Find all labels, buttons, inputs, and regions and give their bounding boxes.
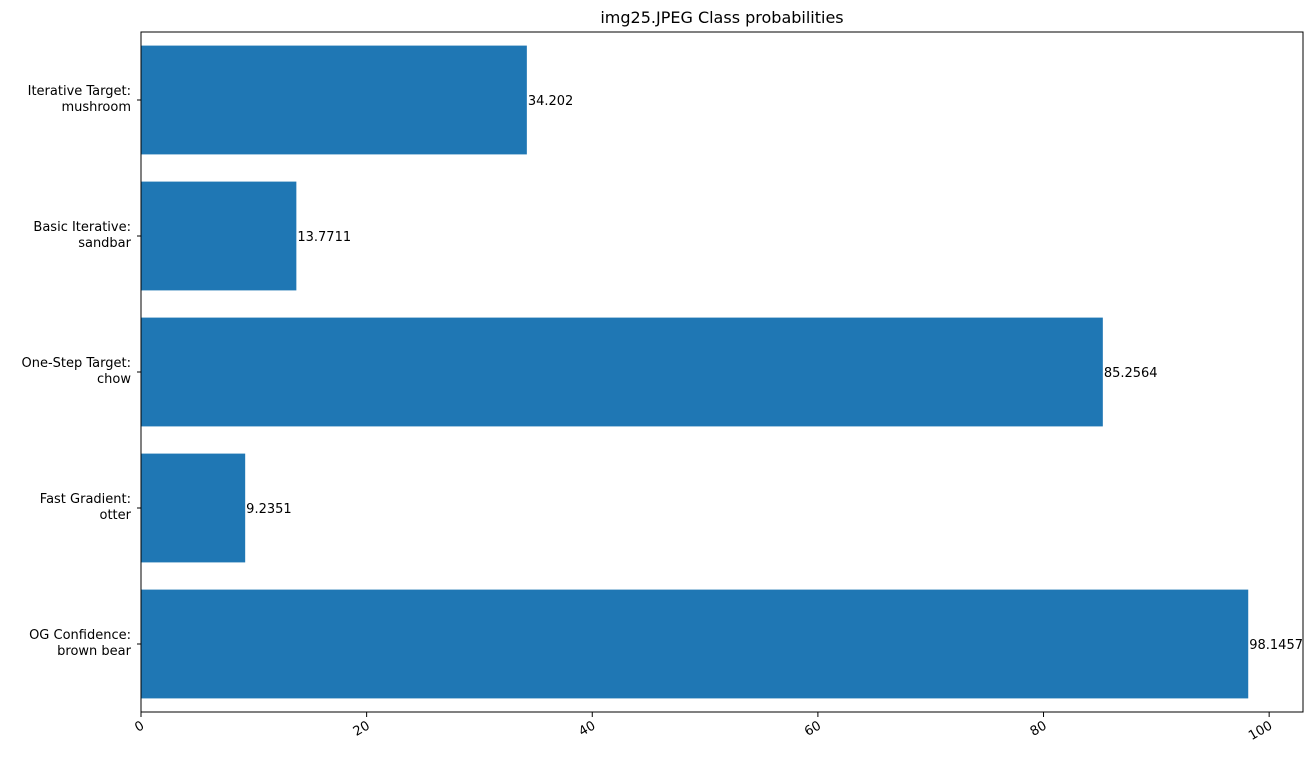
x-tick-label-20: 20 — [351, 718, 373, 739]
bar-2 — [141, 181, 297, 291]
y-tick-label-1: Iterative Target: mushroom — [28, 84, 131, 115]
x-tick-label-40: 40 — [576, 718, 598, 739]
plot-frame — [140, 31, 1304, 713]
value-labels-group: 34.202 13.7711 85.2564 9.2351 98.1457 — [246, 94, 1303, 653]
x-tick-label-100: 100 — [1246, 718, 1275, 743]
value-label-3: 85.2564 — [1104, 366, 1158, 381]
x-tick-label-0: 0 — [132, 718, 147, 735]
y-tick-label-4: Fast Gradient: otter — [40, 492, 132, 523]
value-label-5: 98.1457 — [1249, 638, 1303, 653]
bar-5 — [141, 589, 1249, 699]
chart-title: img25.JPEG Class probabilities — [600, 8, 843, 27]
y-tick-label-3: One-Step Target: chow — [22, 356, 132, 387]
bar-3 — [141, 317, 1103, 427]
value-label-4: 9.2351 — [246, 502, 292, 517]
y-tick-label-2: Basic Iterative: sandbar — [33, 220, 131, 251]
value-label-2: 13.7711 — [297, 230, 351, 245]
bars-group — [141, 45, 1249, 699]
value-label-1: 34.202 — [528, 94, 574, 109]
x-tick-label-80: 80 — [1028, 718, 1050, 739]
y-axis: Iterative Target: mushroom Basic Iterative… — [22, 84, 141, 659]
x-tick-label-60: 60 — [802, 718, 824, 739]
x-axis: 0 20 40 60 80 100 — [132, 712, 1275, 744]
bar-1 — [141, 45, 527, 155]
y-tick-label-5: OG Confidence: brown bear — [29, 628, 132, 659]
bar-4 — [141, 453, 246, 563]
